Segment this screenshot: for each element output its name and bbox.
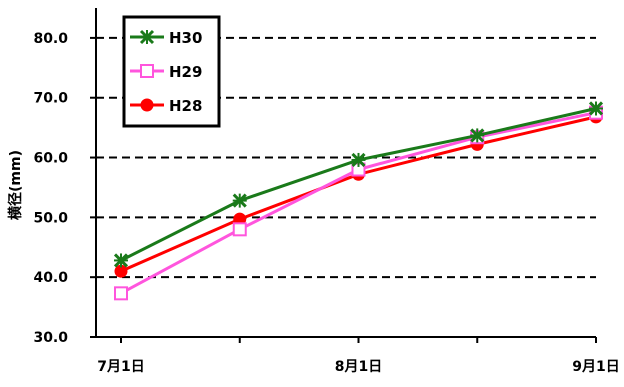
y-tick-label: 80.0 bbox=[33, 31, 68, 47]
series-line-H28 bbox=[120, 115, 597, 273]
series-H29 bbox=[114, 105, 603, 301]
legend-label: H30 bbox=[169, 29, 202, 47]
x-tick-label: 9月1日 bbox=[572, 359, 619, 375]
y-tick-label: 60.0 bbox=[33, 151, 68, 167]
series-line-H29 bbox=[120, 111, 597, 295]
series-line-H30 bbox=[120, 107, 597, 262]
data-point-H30 bbox=[470, 128, 485, 143]
y-tick-label: 70.0 bbox=[33, 91, 68, 107]
data-point-H30 bbox=[351, 152, 366, 167]
data-point-H30 bbox=[588, 101, 604, 116]
legend-marker bbox=[140, 64, 154, 78]
x-tick-labels: 7月1日 8月1日 9月1日 bbox=[97, 359, 619, 375]
series-H30 bbox=[113, 101, 604, 268]
y-axis-title: 横径(mm) bbox=[7, 150, 24, 220]
data-point-H30 bbox=[232, 193, 247, 208]
legend-item-H29: H29 bbox=[130, 63, 202, 81]
legend-marker bbox=[140, 98, 154, 112]
y-tick-labels: 80.0 70.0 60.0 50.0 40.0 30.0 bbox=[33, 31, 68, 346]
data-point-H30 bbox=[113, 253, 129, 268]
legend-item-H30: H30 bbox=[130, 29, 202, 47]
legend: H30 H29 H28 bbox=[122, 15, 221, 128]
x-tick-label: 7月1日 bbox=[97, 359, 144, 375]
x-tick-label: 8月1日 bbox=[335, 359, 382, 375]
axes bbox=[90, 8, 597, 343]
y-tick-label: 50.0 bbox=[33, 210, 68, 226]
legend-item-H28: H28 bbox=[130, 97, 202, 115]
legend-label: H28 bbox=[169, 97, 202, 115]
y-tick-label: 40.0 bbox=[33, 270, 68, 286]
y-tick-label: 30.0 bbox=[33, 330, 68, 346]
legend-marker bbox=[139, 29, 155, 45]
data-point-H29 bbox=[232, 222, 247, 237]
legend-label: H29 bbox=[169, 63, 202, 81]
data-point-H29 bbox=[114, 286, 128, 301]
series-lines bbox=[113, 101, 604, 301]
series-H28 bbox=[114, 110, 603, 278]
